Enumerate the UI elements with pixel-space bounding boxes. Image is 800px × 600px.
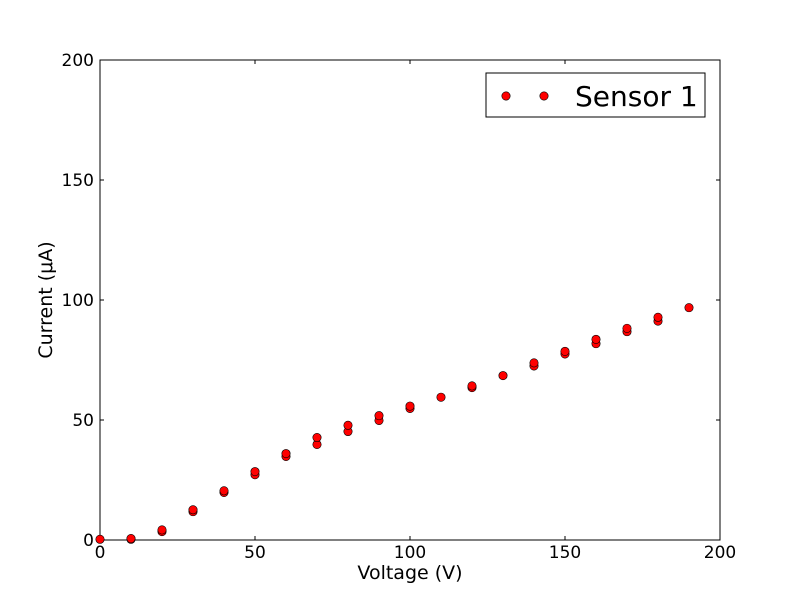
tick-labels: 0 50 100 150 200 0 50 100 150 200 [62, 51, 737, 563]
data-point [188, 505, 198, 515]
data-point [126, 534, 136, 544]
data-point [250, 467, 260, 477]
data-point [312, 433, 322, 443]
plot-area [99, 59, 721, 541]
x-tick-label: 0 [95, 543, 106, 563]
data-point [281, 449, 291, 459]
data-point [157, 525, 167, 535]
data-point [219, 486, 229, 496]
y-tick-label: 100 [62, 291, 94, 311]
legend-label: Sensor 1 [575, 80, 698, 113]
legend-marker [539, 91, 549, 101]
x-axis-label: Voltage (V) [357, 562, 462, 584]
legend-box [485, 72, 706, 118]
x-tick-label: 150 [549, 543, 581, 563]
data-point [374, 411, 384, 421]
legend: Sensor 1 [485, 72, 706, 118]
y-axis-label: Current (μA) [35, 241, 57, 358]
data-point [498, 371, 508, 381]
x-tick-label: 100 [394, 543, 426, 563]
x-tick-label: 50 [244, 543, 266, 563]
data-point [467, 381, 477, 391]
y-tick-label: 200 [62, 51, 94, 71]
data-point [95, 534, 105, 544]
y-tick-label: 0 [83, 531, 94, 551]
data-point [591, 334, 601, 344]
legend-marker [501, 91, 511, 101]
data-point [405, 401, 415, 411]
y-tick-label: 50 [72, 411, 94, 431]
x-tick-label: 200 [704, 543, 736, 563]
data-point [653, 312, 663, 322]
data-point [684, 303, 694, 313]
data-point [560, 346, 570, 356]
data-point [529, 358, 539, 368]
data-point [622, 323, 632, 333]
data-points [95, 303, 694, 544]
data-point [343, 420, 353, 430]
data-point [436, 392, 446, 402]
y-tick-label: 150 [62, 171, 94, 191]
